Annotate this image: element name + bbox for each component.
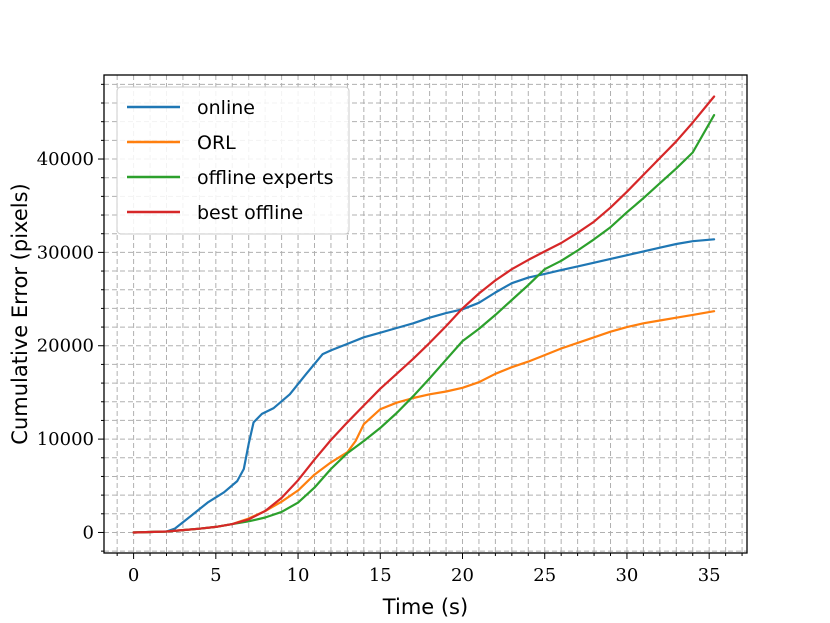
x-tick-label: 0 xyxy=(128,565,139,586)
x-tick-label: 5 xyxy=(210,565,221,586)
legend-label: ORL xyxy=(197,132,236,154)
y-tick-label: 10000 xyxy=(37,429,94,450)
legend-label: online xyxy=(197,97,255,119)
axis-ticks: 0 5 10 15 20 25 30 35 0 10000 20000 30000 40000 xyxy=(37,83,743,586)
x-tick-label: 35 xyxy=(698,565,721,586)
series-lines xyxy=(132,95,716,534)
series-line-3 xyxy=(132,95,716,534)
x-tick-label: 15 xyxy=(369,565,392,586)
y-tick-label: 20000 xyxy=(37,336,94,357)
legend-label: offline experts xyxy=(197,167,334,189)
series-line-0 xyxy=(132,238,716,534)
x-tick-label: 25 xyxy=(533,565,556,586)
legend-box xyxy=(116,86,350,235)
legend: online ORL offline experts best offline xyxy=(116,86,350,235)
x-tick-label: 10 xyxy=(287,565,310,586)
x-tick-label: 20 xyxy=(451,565,474,586)
y-axis-label: Cumulative Error (pixels) xyxy=(8,183,32,444)
y-tick-label: 40000 xyxy=(37,149,94,170)
x-tick-label: 30 xyxy=(615,565,638,586)
y-tick-label: 0 xyxy=(83,522,94,543)
legend-label: best offline xyxy=(197,202,303,224)
plot-frame xyxy=(103,74,748,554)
x-axis-label: Time (s) xyxy=(382,595,468,619)
series-line-2 xyxy=(132,114,716,534)
y-tick-label: 30000 xyxy=(37,242,94,263)
